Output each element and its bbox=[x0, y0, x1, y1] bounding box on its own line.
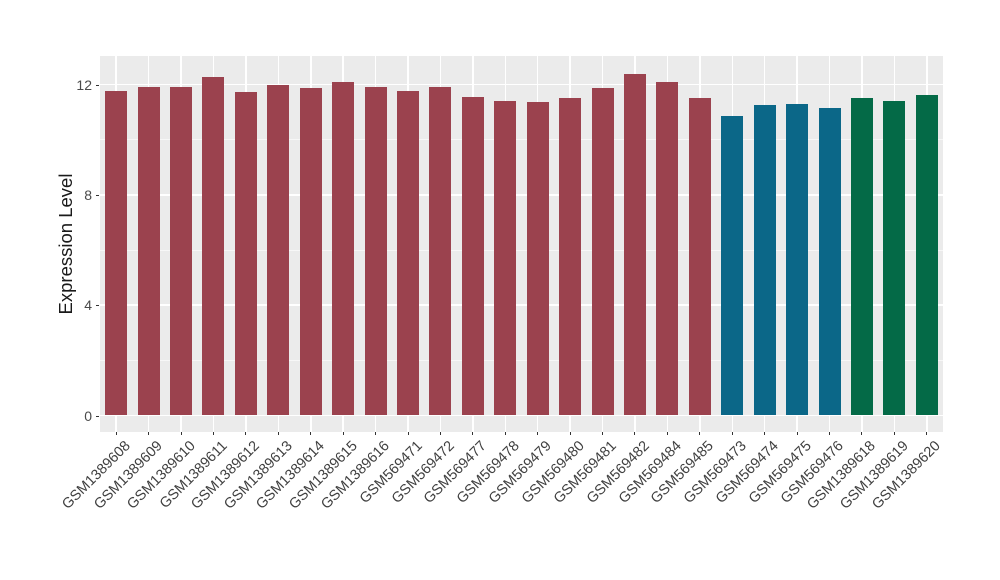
x-axis-tick bbox=[375, 432, 377, 435]
x-axis-tick bbox=[731, 432, 733, 435]
y-tick-label: 12 bbox=[76, 76, 92, 93]
gridline-y-major bbox=[100, 83, 943, 86]
bar-GSM569472 bbox=[429, 86, 452, 416]
bar-GSM1389615 bbox=[332, 82, 355, 416]
bar-GSM569473 bbox=[721, 115, 744, 416]
x-axis-tick bbox=[148, 432, 150, 435]
x-axis-tick bbox=[180, 432, 182, 435]
x-axis-tick bbox=[439, 432, 441, 435]
x-axis-tick bbox=[829, 432, 831, 435]
bar-GSM569477 bbox=[461, 97, 484, 416]
x-axis-tick bbox=[212, 432, 214, 435]
y-tick-label: 8 bbox=[84, 186, 92, 203]
x-axis-tick bbox=[472, 432, 474, 435]
bar-GSM1389609 bbox=[137, 86, 160, 416]
x-axis-tick bbox=[504, 432, 506, 435]
bar-GSM569475 bbox=[786, 104, 809, 416]
bar-GSM569471 bbox=[397, 90, 420, 416]
y-axis-tick bbox=[96, 415, 99, 417]
x-axis-tick bbox=[569, 432, 571, 435]
y-axis-tick bbox=[96, 194, 99, 196]
bar-GSM569485 bbox=[688, 97, 711, 416]
bar-GSM569474 bbox=[753, 104, 776, 416]
bar-GSM569479 bbox=[526, 102, 549, 416]
bar-GSM1389618 bbox=[850, 98, 873, 416]
gridline-y-major bbox=[100, 194, 943, 196]
x-axis-tick bbox=[310, 432, 312, 435]
x-axis-tick bbox=[861, 432, 863, 435]
bar-GSM569482 bbox=[623, 74, 646, 416]
bar-GSM1389610 bbox=[170, 86, 193, 416]
y-tick-label: 4 bbox=[84, 297, 92, 314]
bar-GSM569478 bbox=[494, 101, 517, 416]
bar-GSM569480 bbox=[559, 98, 582, 416]
plot-panel bbox=[100, 56, 943, 432]
gridline-y-major bbox=[100, 414, 943, 417]
y-axis-tick bbox=[96, 84, 99, 86]
x-axis-tick bbox=[277, 432, 279, 435]
bar-GSM1389611 bbox=[202, 77, 225, 416]
gridline-y-minor bbox=[100, 139, 943, 141]
bar-GSM569481 bbox=[591, 87, 614, 416]
bar-GSM1389612 bbox=[234, 91, 257, 416]
bar-GSM1389619 bbox=[883, 100, 906, 416]
gridline-y-minor bbox=[100, 359, 943, 361]
x-axis-tick bbox=[764, 432, 766, 435]
bar-GSM569476 bbox=[818, 107, 841, 416]
x-axis-tick bbox=[602, 432, 604, 435]
bar-GSM1389620 bbox=[915, 95, 938, 416]
y-tick-label: 0 bbox=[84, 407, 92, 424]
bar-GSM1389616 bbox=[364, 86, 387, 416]
bar-GSM1389614 bbox=[299, 87, 322, 416]
x-axis-tick bbox=[537, 432, 539, 435]
x-axis-tick bbox=[245, 432, 247, 435]
bar-GSM1389608 bbox=[105, 90, 128, 416]
gridline-y-minor bbox=[100, 249, 943, 251]
x-axis-tick bbox=[796, 432, 798, 435]
x-axis-tick bbox=[634, 432, 636, 435]
bar-GSM1389613 bbox=[267, 85, 290, 416]
gridline-y-major bbox=[100, 304, 943, 306]
x-axis-tick bbox=[926, 432, 928, 435]
x-axis-tick bbox=[666, 432, 668, 435]
bar-GSM569484 bbox=[656, 81, 679, 416]
x-axis-tick bbox=[893, 432, 895, 435]
x-axis-tick bbox=[407, 432, 409, 435]
y-axis-tick bbox=[96, 305, 99, 307]
x-axis-tick bbox=[699, 432, 701, 435]
x-axis-tick bbox=[115, 432, 117, 435]
x-axis-tick bbox=[342, 432, 344, 435]
